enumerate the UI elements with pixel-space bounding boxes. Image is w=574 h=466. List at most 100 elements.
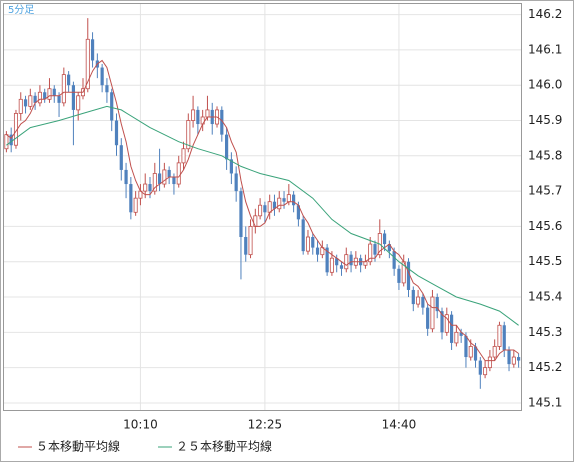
candle-body (18, 98, 23, 114)
candle-body (368, 243, 373, 263)
y-tick-label: 145.8 (528, 148, 562, 162)
candle-body (435, 297, 439, 312)
candle-body (411, 289, 415, 305)
candle-body (186, 120, 191, 150)
candle-body (373, 244, 377, 255)
candle-body (492, 346, 497, 358)
candle-body (239, 191, 243, 238)
candle-body (339, 265, 344, 269)
candle-body (47, 88, 52, 100)
candle-body (507, 349, 511, 365)
candle-body (61, 74, 66, 104)
candle-body (196, 109, 200, 125)
candle-body (296, 205, 301, 220)
legend-label: ２５本移動平均線 (176, 439, 272, 454)
candle-body (205, 109, 210, 118)
candle-body (114, 120, 119, 146)
x-tick-label: 14:40 (382, 418, 417, 432)
y-tick-label: 145.4 (528, 290, 562, 304)
candle-body (286, 194, 291, 203)
candle-body (335, 258, 339, 266)
candle-body (464, 335, 468, 358)
candle-body (220, 109, 224, 135)
candle-body (487, 356, 492, 369)
candle-body (282, 198, 286, 202)
candle-body (459, 332, 463, 336)
y-tick-label: 145.7 (528, 184, 562, 198)
candle-body (258, 204, 263, 217)
candle-body (76, 95, 81, 111)
candle-body (100, 67, 104, 86)
candle-body (152, 173, 157, 192)
moving-average-line (6, 59, 519, 362)
candle-body (277, 197, 282, 210)
candle-body (315, 247, 320, 255)
candle-body (416, 296, 421, 305)
candle-body (483, 367, 488, 376)
candle-body (426, 307, 430, 329)
candle-body (267, 201, 272, 213)
candle-body (449, 314, 454, 343)
candle-body (387, 244, 391, 252)
candle-body (191, 109, 196, 121)
candle-body (143, 183, 148, 192)
candle-body (28, 95, 33, 107)
candle-body (23, 99, 28, 107)
y-tick-label: 145.1 (528, 395, 562, 409)
x-tick-label: 12:25 (248, 418, 283, 432)
candle-body (440, 311, 444, 333)
candle-body (502, 325, 506, 350)
candle-body (406, 261, 411, 290)
candle-body (181, 148, 186, 164)
candle-body (263, 205, 267, 213)
candle-body (517, 357, 521, 361)
candle-body (67, 74, 71, 86)
candle-body (129, 184, 133, 213)
y-tick-label: 146.2 (528, 7, 562, 21)
candle-body (325, 247, 329, 273)
candle-body (162, 169, 167, 185)
candle-body (234, 173, 238, 192)
candle-body (43, 92, 47, 100)
y-tick-label: 146.1 (528, 42, 562, 56)
y-tick-label: 146.0 (528, 78, 562, 92)
candle-body (392, 251, 396, 269)
candle-body (167, 169, 171, 177)
candle-body (382, 233, 387, 245)
y-tick-label: 145.3 (528, 325, 562, 339)
candle-body (57, 95, 61, 103)
y-tick-label: 145.6 (528, 219, 562, 233)
candle-body (344, 254, 349, 270)
candle-body (292, 194, 296, 206)
candle-body (511, 356, 516, 365)
candle-body (329, 257, 334, 273)
candle-body (468, 346, 473, 358)
candle-body (397, 268, 401, 283)
candle-body (311, 237, 315, 248)
candle-body (301, 219, 305, 252)
candle-body (444, 314, 449, 333)
y-tick-label: 145.2 (528, 360, 562, 374)
candle-body (224, 134, 229, 160)
candle-body (454, 331, 459, 344)
candle-body (497, 324, 502, 347)
legend-label: ５本移動平均線 (36, 439, 120, 454)
candle-body (119, 145, 123, 170)
candle-body (33, 95, 37, 103)
candle-body (349, 254, 353, 266)
candle-body (244, 237, 248, 255)
candle-body (478, 360, 482, 375)
candle-body (110, 92, 114, 121)
candle-body (105, 85, 109, 93)
candle-body (248, 226, 253, 256)
candle-body (37, 91, 42, 104)
candle-body (473, 346, 478, 361)
candle-body (85, 38, 90, 90)
candle-body (157, 173, 162, 185)
candle-body (90, 39, 95, 61)
y-tick-label: 145.9 (528, 113, 562, 127)
x-tick-label: 10:10 (123, 418, 158, 432)
candle-body (272, 201, 277, 209)
candle-body (124, 169, 128, 185)
